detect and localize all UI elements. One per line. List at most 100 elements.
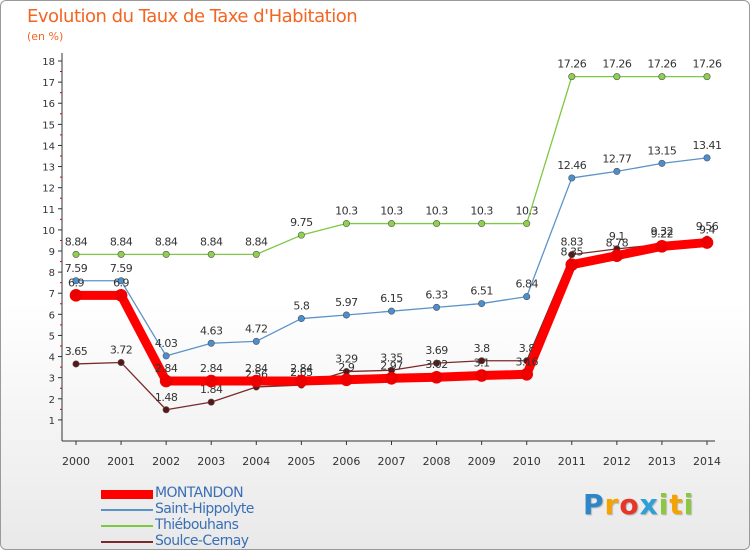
- data-label-thi-bouhans: 17.26: [693, 58, 722, 71]
- y-tick-label: 4: [49, 353, 55, 364]
- legend-swatch: [101, 541, 153, 543]
- legend-label: Soulce-Cernay: [155, 533, 249, 549]
- data-label-soulce-cernay: 1.48: [155, 391, 178, 404]
- data-point-thi-bouhans: [613, 73, 621, 81]
- y-tick-label: 9: [49, 247, 55, 258]
- x-tick-label: 2004: [242, 455, 270, 468]
- data-label-saint-hippolyte: 13.15: [647, 144, 676, 157]
- y-tick-label: 10: [42, 226, 55, 237]
- y-tick-label: 14: [42, 141, 55, 152]
- data-point-saint-hippolyte: [568, 174, 576, 182]
- data-point-thi-bouhans: [478, 220, 486, 228]
- data-point-soulce-cernay: [117, 358, 125, 366]
- data-point-thi-bouhans: [433, 220, 441, 228]
- data-point-thi-bouhans: [342, 220, 350, 228]
- x-tick-label: 2003: [197, 455, 225, 468]
- data-point-soulce-cernay: [568, 251, 576, 259]
- data-point-saint-hippolyte: [117, 277, 125, 285]
- data-label-soulce-cernay: 2.65: [290, 366, 313, 379]
- data-label-soulce-cernay: 3.35: [380, 351, 403, 364]
- y-tick-label: 7: [49, 289, 55, 300]
- data-label-thi-bouhans: 17.26: [602, 58, 631, 71]
- data-point-saint-hippolyte: [478, 300, 486, 308]
- logo-letter: i: [683, 488, 695, 521]
- series-line-thi-bouhans: [75, 75, 708, 256]
- data-label-montandon: 3.16: [515, 355, 538, 368]
- data-label-saint-hippolyte: 7.59: [65, 262, 88, 275]
- data-label-montandon: 8.78: [606, 237, 629, 250]
- data-label-montandon: 6.9: [113, 276, 129, 289]
- data-point-thi-bouhans: [568, 73, 576, 81]
- data-point-montandon: [69, 289, 83, 302]
- data-point-montandon: [475, 369, 488, 382]
- y-tick-label: 15: [42, 120, 55, 131]
- data-point-saint-hippolyte: [703, 154, 711, 162]
- data-label-soulce-cernay: 3.72: [110, 343, 133, 356]
- legend-label: Saint-Hippolyte: [155, 501, 254, 517]
- data-label-thi-bouhans: 10.3: [380, 205, 403, 218]
- data-label-thi-bouhans: 8.84: [155, 235, 178, 248]
- legend-label: Thiébouhans: [155, 517, 239, 533]
- data-point-montandon: [340, 373, 353, 387]
- data-label-saint-hippolyte: 4.72: [245, 322, 268, 335]
- data-point-montandon: [700, 236, 714, 249]
- data-point-saint-hippolyte: [207, 339, 215, 347]
- data-point-thi-bouhans: [72, 250, 80, 258]
- y-tick-label: 8: [49, 268, 55, 279]
- data-point-thi-bouhans: [523, 220, 531, 228]
- data-point-montandon: [610, 249, 624, 262]
- data-point-thi-bouhans: [162, 250, 170, 258]
- data-label-saint-hippolyte: 12.46: [557, 159, 586, 172]
- data-point-thi-bouhans: [297, 231, 305, 239]
- data-point-saint-hippolyte: [342, 311, 350, 319]
- data-label-soulce-cernay: 3.69: [425, 344, 448, 357]
- x-tick-label: 2002: [152, 455, 180, 468]
- logo-letter: o: [619, 488, 640, 521]
- data-point-saint-hippolyte: [162, 352, 170, 360]
- y-tick-label: 1: [49, 416, 55, 427]
- x-tick-label: 2011: [558, 455, 586, 468]
- data-label-thi-bouhans: 10.3: [425, 205, 448, 218]
- data-label-montandon: 2.97: [380, 359, 403, 372]
- data-label-thi-bouhans: 8.84: [245, 235, 268, 248]
- data-point-saint-hippolyte: [72, 277, 80, 285]
- legend-swatch: [101, 489, 153, 499]
- chart-unit-label: (en %): [27, 30, 64, 43]
- x-tick-label: 2012: [603, 455, 631, 468]
- data-point-saint-hippolyte: [433, 303, 441, 311]
- data-label-montandon: 9.22: [651, 227, 674, 240]
- data-point-thi-bouhans: [658, 73, 666, 81]
- legend-label: MONTANDON: [155, 485, 244, 501]
- data-label-montandon: 2.84: [290, 362, 313, 375]
- data-label-thi-bouhans: 10.3: [470, 205, 493, 218]
- y-tick-label: 12: [42, 184, 55, 195]
- data-point-montandon: [430, 370, 443, 384]
- data-point-montandon: [565, 258, 579, 272]
- x-tick-label: 2007: [378, 455, 406, 468]
- data-label-thi-bouhans: 8.84: [110, 235, 133, 248]
- data-point-saint-hippolyte: [613, 167, 621, 175]
- data-label-montandon: 6.9: [68, 276, 84, 289]
- data-point-thi-bouhans: [117, 250, 125, 258]
- data-label-saint-hippolyte: 6.15: [380, 292, 403, 305]
- data-label-saint-hippolyte: 6.51: [470, 285, 493, 298]
- x-tick-label: 2001: [107, 455, 135, 468]
- data-label-montandon: 2.84: [155, 362, 178, 375]
- logo-letter: t: [669, 488, 684, 521]
- data-point-soulce-cernay: [478, 357, 486, 365]
- data-label-soulce-cernay: 3.8: [474, 342, 490, 355]
- data-point-soulce-cernay: [433, 359, 441, 367]
- data-label-thi-bouhans: 8.84: [65, 235, 88, 248]
- data-point-montandon: [520, 367, 534, 381]
- data-label-montandon: 8.35: [561, 246, 584, 259]
- data-label-saint-hippolyte: 13.41: [693, 139, 722, 152]
- data-label-saint-hippolyte: 12.77: [602, 152, 631, 165]
- data-label-soulce-cernay: 9.56: [696, 220, 719, 233]
- data-label-soulce-cernay: 3.65: [65, 345, 88, 358]
- logo-letter: i: [658, 488, 670, 521]
- legend-swatch: [101, 509, 153, 511]
- data-point-saint-hippolyte: [523, 293, 531, 301]
- y-tick-label: 13: [42, 163, 55, 174]
